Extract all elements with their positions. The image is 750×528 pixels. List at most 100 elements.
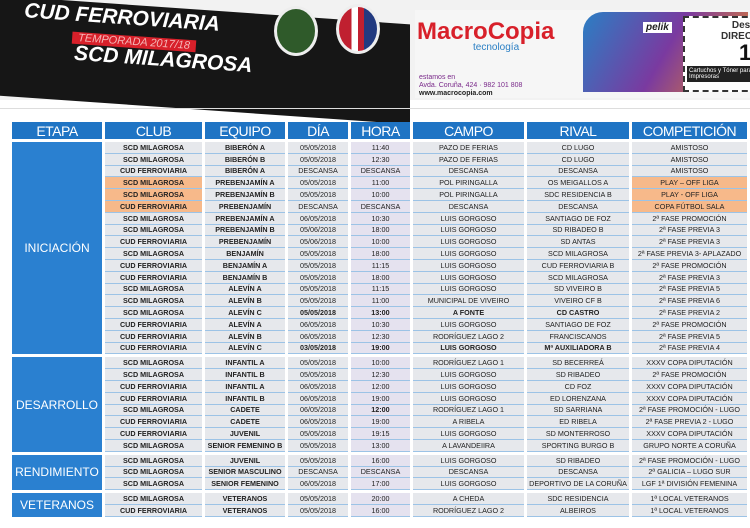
competicion-cell: 2ª FASE PROMOCIÓN	[632, 259, 747, 272]
etapa-cell: VETERANOS	[12, 493, 102, 517]
equipo-cell: PREBENJAMÍN	[205, 200, 285, 213]
rival-cell: SD ANTAS	[527, 236, 629, 249]
equipo-cell: INFANTIL A	[205, 357, 285, 370]
etapa-cell: RENDIMIENTO	[12, 454, 102, 491]
table-row: SCD MILAGROSA PREBENJAMÍN A 05/05/2018 11:0…	[12, 177, 747, 190]
competicion-cell: 1ª LOCAL VETERANOS	[632, 493, 747, 505]
campo-cell: PAZO DE FERIAS	[413, 142, 524, 154]
table-row: CUD FERROVIARIA ALEVÍN A 06/05/2018 10:30 LU…	[12, 318, 747, 331]
competicion-cell: AMISTOSO	[632, 142, 747, 154]
competicion-cell: PLAY - OFF LIGA	[632, 189, 747, 201]
hora-cell: 11:00	[351, 177, 410, 190]
table-row: CUD FERROVIARIA VETERANOS 05/05/2018 16:00 R…	[12, 504, 747, 517]
dia-cell: 05/05/2018	[288, 428, 348, 440]
coupon-text: Cartuchos y Tóner para todas las Impreso…	[687, 66, 750, 82]
rival-cell: SD RIBADEO	[527, 454, 629, 467]
campo-cell: LUIS GORGOSO	[413, 478, 524, 491]
ferroviaria-crest-icon	[274, 6, 318, 56]
club-cell: SCD MILAGROSA	[105, 493, 202, 505]
club-cell: CUD FERROVIARIA	[105, 416, 202, 429]
competicion-cell: 2ª FASE PREVIA 4	[632, 342, 747, 355]
hora-cell: 10:30	[351, 212, 410, 225]
equipo-cell: BIBERÓN A	[205, 165, 285, 178]
campo-cell: A CHEDA	[413, 493, 524, 505]
rival-cell: SCD MILAGROSA	[527, 248, 629, 260]
club-cell: SCD MILAGROSA	[105, 466, 202, 479]
dia-cell: 05/05/2018	[288, 259, 348, 272]
table-row: SCD MILAGROSA SENIOR FEMENINO 06/05/2018 17…	[12, 478, 747, 491]
rival-cell: SD RIBADEO	[527, 369, 629, 381]
table-row: CUD FERROVIARIA BENJAMÍN B 05/05/2018 18:00…	[12, 271, 747, 284]
equipo-cell: PREBENJAMÍN	[205, 236, 285, 249]
etapa-cell: INICIACIÓN	[12, 142, 102, 355]
campo-cell: RODRÍGUEZ LAGO 2	[413, 330, 524, 343]
divider	[0, 108, 750, 109]
rival-cell: CD CASTRO	[527, 307, 629, 319]
equipo-cell: BENJAMÍN	[205, 248, 285, 260]
dia-cell: 06/05/2018	[288, 416, 348, 429]
hora-cell: 18:00	[351, 248, 410, 260]
dia-cell: 05/05/2018	[288, 271, 348, 284]
coupon-directo: DIRECTO del	[720, 31, 750, 42]
dia-cell: 05/05/2018	[288, 307, 348, 319]
hora-cell: 19:00	[351, 342, 410, 355]
competicion-cell: GRUPO NORTE A CORUÑA	[632, 439, 747, 452]
campo-cell: POL PIRINGALLA	[413, 177, 524, 190]
ad-sub: tecnología	[473, 42, 520, 53]
header-etapa: ETAPA	[12, 122, 102, 142]
campo-cell: POL PIRINGALLA	[413, 189, 524, 201]
rival-cell: DESCANSA	[527, 165, 629, 178]
ad-address: estamos en Avda. Coruña, 424 · 982 101 80…	[419, 74, 522, 90]
competicion-cell: 2ª FASE PREVIA 3	[632, 224, 747, 237]
rival-cell: Mª AUXILIADORA B	[527, 342, 629, 355]
competicion-cell: XXXV COPA DIPUTACIÓN	[632, 380, 747, 393]
competicion-cell: 2ª FASE PREVIA 3	[632, 271, 747, 284]
competicion-cell: 2ª FASE PREVIA 5	[632, 330, 747, 343]
campo-cell: A FONTE	[413, 307, 524, 319]
equipo-cell: ALEVÍN B	[205, 330, 285, 343]
rival-cell: DESCANSA	[527, 200, 629, 213]
competicion-cell: AMISTOSO	[632, 165, 747, 178]
hora-cell: DESCANSA	[351, 165, 410, 178]
rival-cell: DEPORTIVO DE LA CORUÑA	[527, 478, 629, 491]
hora-cell: 20:00	[351, 493, 410, 505]
rival-cell: CD FOZ	[527, 380, 629, 393]
hora-cell: 19:00	[351, 416, 410, 429]
campo-cell: LUIS GORGOSO	[413, 271, 524, 284]
campo-cell: RODRÍGUEZ LAGO 2	[413, 504, 524, 517]
dia-cell: 05/06/2018	[288, 236, 348, 249]
ad-brand: MacroCopia	[417, 18, 555, 45]
club-cell: SCD MILAGROSA	[105, 478, 202, 491]
table-row: CUD FERROVIARIA BENJAMÍN A 05/05/2018 11:15…	[12, 259, 747, 272]
campo-cell: LUIS GORGOSO	[413, 248, 524, 260]
table-row: SCD MILAGROSA BENJAMÍN 05/05/2018 18:00 LUIS…	[12, 248, 747, 260]
hora-cell: 10:30	[351, 318, 410, 331]
table-row: CUD FERROVIARIA INFANTIL B 06/05/2018 19:00…	[12, 392, 747, 405]
competicion-cell: 2ª FASE PREVIA 2 - LUGO	[632, 416, 747, 429]
rival-cell: SD VIVEIRO B	[527, 283, 629, 296]
equipo-cell: ALEVÍN A	[205, 283, 285, 296]
club-cell: CUD FERROVIARIA	[105, 330, 202, 343]
campo-cell: LUIS GORGOSO	[413, 236, 524, 249]
club-cell: CUD FERROVIARIA	[105, 380, 202, 393]
rival-cell: SD SARRIANA	[527, 404, 629, 417]
group-gap	[12, 451, 747, 455]
hora-cell: 18:00	[351, 271, 410, 284]
campo-cell: LUIS GORGOSO	[413, 318, 524, 331]
competicion-cell: AMISTOSO	[632, 153, 747, 166]
equipo-cell: INFANTIL A	[205, 380, 285, 393]
table-row: CUD FERROVIARIA JUVENIL 05/05/2018 19:15 LUI…	[12, 428, 747, 440]
dia-cell: 05/05/2018	[288, 177, 348, 190]
dia-cell: 05/05/2018	[288, 454, 348, 467]
schedule-table: ETAPA CLUB EQUIPO DÍA HORA CAMPO RIVAL COMPETIC…	[9, 122, 750, 517]
competicion-cell: 1ª LOCAL VETERANOS	[632, 504, 747, 517]
header-club: CLUB	[105, 122, 202, 142]
competicion-cell: 2ª FASE PREVIA 3- APLAZADO	[632, 248, 747, 260]
header-dia: DÍA	[288, 122, 348, 142]
club-cell: CUD FERROVIARIA	[105, 165, 202, 178]
campo-cell: A RIBELA	[413, 416, 524, 429]
equipo-cell: BENJAMÍN B	[205, 271, 285, 284]
macrocopia-ad[interactable]: MacroCopia tecnología estamos en Avda. Co…	[415, 10, 750, 98]
competicion-cell: XXXV COPA DIPUTACIÓN	[632, 392, 747, 405]
equipo-cell: ALEVÍN C	[205, 307, 285, 319]
